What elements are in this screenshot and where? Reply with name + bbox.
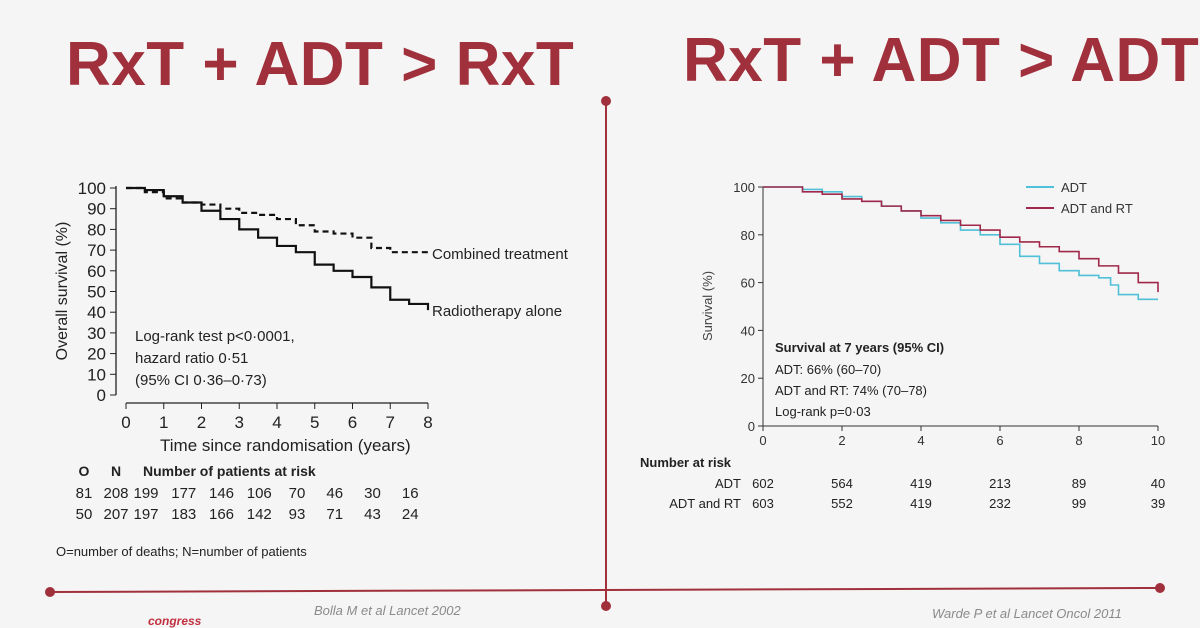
right-risk-row-label: ADT: [715, 476, 741, 491]
right-x-tick-label: 10: [1151, 433, 1165, 448]
left-y-tick-label: 30: [87, 324, 106, 343]
right-risk-value: 213: [989, 476, 1011, 491]
left-risk-value: 30: [364, 485, 381, 502]
divider-dot: [601, 601, 611, 611]
left-risk-header-o: O: [79, 463, 90, 479]
left-risk-o-value: 50: [76, 506, 93, 523]
right-citation: Warde P et al Lancet Oncol 2011: [932, 606, 1122, 621]
left-y-tick-label: 90: [87, 200, 106, 219]
right-risk-value: 603: [752, 496, 774, 511]
left-risk-value: 93: [289, 506, 306, 523]
right-risk-heading: Number at risk: [640, 455, 732, 470]
left-y-tick-label: 70: [87, 241, 106, 260]
left-risk-value: 46: [326, 485, 343, 502]
left-risk-n-value: 207: [103, 506, 128, 523]
right-y-tick-label: 40: [741, 323, 755, 338]
left-risk-value: 71: [326, 506, 343, 523]
right-annotation-line: Log-rank p=0·03: [775, 404, 871, 419]
left-annotation-line: Log-rank test p<0·0001,: [135, 328, 295, 345]
right-risk-value: 39: [1151, 496, 1165, 511]
left-x-tick-label: 6: [348, 413, 357, 432]
left-risk-value: 183: [171, 506, 196, 523]
left-y-tick-label: 100: [78, 179, 106, 198]
left-risk-header-n: N: [111, 463, 121, 479]
right-risk-value: 89: [1072, 476, 1086, 491]
right-y-tick-label: 20: [741, 371, 755, 386]
left-risk-value: 24: [402, 506, 419, 523]
left-risk-value: 197: [133, 506, 158, 523]
left-risk-value: 70: [289, 485, 306, 502]
right-x-tick-label: 4: [917, 433, 924, 448]
left-risk-header-label: Number of patients at risk: [143, 463, 316, 479]
right-y-tick-label: 0: [748, 419, 755, 434]
left-series-label-radiotherapy: Radiotherapy alone: [432, 303, 562, 320]
left-risk-value: 177: [171, 485, 196, 502]
left-risk-value: 142: [247, 506, 272, 523]
right-risk-value: 232: [989, 496, 1011, 511]
right-risk-row-label: ADT and RT: [669, 496, 741, 511]
left-x-tick-label: 1: [159, 413, 168, 432]
left-series-label-combined: Combined treatment: [432, 246, 569, 263]
left-y-tick-label: 60: [87, 262, 106, 281]
right-annotation-heading: Survival at 7 years (95% CI): [775, 340, 944, 355]
divider-dot: [601, 96, 611, 106]
left-y-tick-label: 10: [87, 365, 106, 384]
divider-dot: [1155, 583, 1165, 593]
right-title: RxT + ADT > ADT: [683, 26, 1200, 95]
left-risk-n-value: 208: [103, 485, 128, 502]
left-x-tick-label: 8: [423, 413, 432, 432]
left-x-tick-label: 4: [272, 413, 281, 432]
congress-logo-text: congress: [148, 614, 202, 628]
left-x-tick-label: 7: [386, 413, 395, 432]
left-citation: Bolla M et al Lancet 2002: [314, 603, 461, 618]
right-x-tick-label: 6: [996, 433, 1003, 448]
left-risk-value: 16: [402, 485, 419, 502]
right-y-axis-label: Survival (%): [700, 271, 715, 341]
right-y-tick-label: 100: [733, 180, 755, 195]
left-title: RxT + ADT > RxT: [66, 30, 575, 99]
right-risk-value: 40: [1151, 476, 1165, 491]
left-risk-o-value: 81: [76, 485, 93, 502]
left-risk-value: 43: [364, 506, 381, 523]
right-y-tick-label: 80: [741, 228, 755, 243]
left-x-tick-label: 3: [235, 413, 244, 432]
left-footnote: O=number of deaths; N=number of patients: [56, 544, 307, 559]
right-legend-label: ADT and RT: [1061, 201, 1133, 216]
right-x-tick-label: 0: [759, 433, 766, 448]
right-risk-value: 419: [910, 496, 932, 511]
left-annotation-line: (95% CI 0·36–0·73): [135, 372, 267, 389]
right-x-tick-label: 8: [1075, 433, 1082, 448]
left-y-tick-label: 80: [87, 220, 106, 239]
left-risk-value: 166: [209, 506, 234, 523]
right-risk-value: 419: [910, 476, 932, 491]
left-series-line-0: [126, 186, 428, 254]
left-x-tick-label: 0: [121, 413, 130, 432]
left-risk-value: 199: [133, 485, 158, 502]
left-risk-value: 146: [209, 485, 234, 502]
right-annotation-line: ADT: 66% (60–70): [775, 362, 881, 377]
divider-dot: [45, 587, 55, 597]
right-x-tick-label: 2: [838, 433, 845, 448]
right-risk-value: 99: [1072, 496, 1086, 511]
left-x-tick-label: 5: [310, 413, 319, 432]
left-y-tick-label: 20: [87, 345, 106, 364]
right-risk-value: 564: [831, 476, 853, 491]
left-x-axis-label: Time since randomisation (years): [160, 436, 411, 455]
right-series-line-1: [763, 186, 1159, 293]
left-y-tick-label: 40: [87, 303, 106, 322]
left-y-tick-label: 0: [97, 386, 106, 405]
left-series-line-1: [126, 186, 430, 311]
right-y-tick-label: 60: [741, 276, 755, 291]
right-legend-label: ADT: [1061, 180, 1087, 195]
left-annotation-line: hazard ratio 0·51: [135, 350, 248, 367]
left-risk-value: 106: [247, 485, 272, 502]
left-y-axis-label: Overall survival (%): [54, 222, 71, 361]
left-x-tick-label: 2: [197, 413, 206, 432]
left-y-tick-label: 50: [87, 283, 106, 302]
right-risk-value: 552: [831, 496, 853, 511]
right-risk-value: 602: [752, 476, 774, 491]
right-annotation-line: ADT and RT: 74% (70–78): [775, 383, 927, 398]
